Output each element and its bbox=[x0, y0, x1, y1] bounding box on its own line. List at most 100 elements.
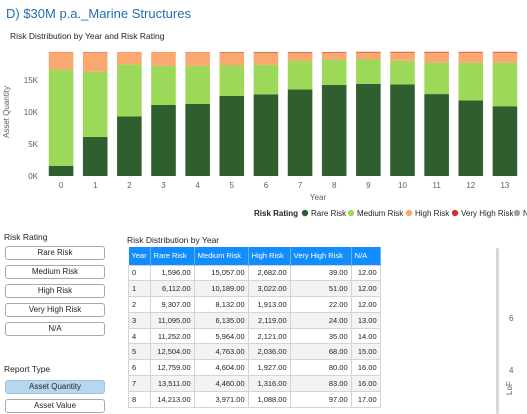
cell-na: 16.00 bbox=[350, 375, 381, 392]
bar-rare-risk-year-6 bbox=[253, 94, 279, 176]
bar-rare-risk-year-12 bbox=[458, 100, 484, 176]
cell-high-risk: 1,927.00 bbox=[247, 359, 291, 377]
table-row[interactable]: 8 14,213.00 3,971.00 1,088.00 97.00 17.00 bbox=[128, 390, 381, 408]
cell-medium-risk: 4,604.00 bbox=[193, 359, 249, 377]
bar-high-risk-year-12 bbox=[458, 52, 484, 63]
bar-rare-risk-year-1 bbox=[82, 136, 108, 176]
cell-year: 5 bbox=[128, 343, 151, 361]
bar-high-risk-year-3 bbox=[151, 52, 176, 66]
table-row[interactable]: 6 12,759.00 4,604.00 1,927.00 80.00 16.00 bbox=[128, 359, 381, 377]
cell-medium-risk: 3,971.00 bbox=[193, 390, 249, 408]
slicer-item-high-risk[interactable]: High Risk bbox=[5, 284, 105, 298]
table-row[interactable]: 7 13,511.00 4,460.00 1,316.00 83.00 16.00 bbox=[128, 375, 381, 392]
slicer-item-rare-risk[interactable]: Rare Risk bbox=[5, 246, 105, 260]
table-row[interactable]: 2 9,307.00 8,132.00 1,913.00 22.00 12.00 bbox=[128, 296, 381, 313]
cell-medium-risk: 4,460.00 bbox=[193, 375, 249, 392]
cell-na: 16.00 bbox=[350, 359, 381, 377]
cell-year: 0 bbox=[128, 264, 151, 282]
legend-item: Medium Risk bbox=[357, 209, 404, 218]
chart-title: Risk Distribution by Year and Risk Ratin… bbox=[10, 31, 165, 41]
x-tick-label: 13 bbox=[500, 181, 509, 190]
bar-rare-risk-year-4 bbox=[185, 103, 210, 176]
column-header-very-high-risk[interactable]: Very High Risk bbox=[290, 247, 352, 265]
bar-very-high-risk-year-7 bbox=[287, 52, 313, 53]
bar-medium-risk-year-12 bbox=[458, 62, 484, 101]
bar-very-high-risk-year-9 bbox=[356, 51, 381, 53]
legend-marker bbox=[405, 209, 413, 217]
table-body: 0 1,596.00 15,057.00 2,682.00 39.00 12.00 1 6,1… bbox=[128, 264, 381, 408]
column-header-medium-risk[interactable]: Medium Risk bbox=[194, 247, 249, 265]
report-type-asset-quantity[interactable]: Asset Quantity bbox=[5, 380, 105, 394]
table-row[interactable]: 1 6,112.00 10,189.00 3,022.00 51.00 12.00 bbox=[128, 280, 381, 298]
table-row[interactable]: 3 11,095.00 6,135.00 2,119.00 24.00 13.00 bbox=[128, 311, 381, 329]
cell-rare-risk: 12,504.00 bbox=[149, 343, 195, 361]
bar-rare-risk-year-9 bbox=[356, 83, 381, 176]
slicer-item-very-high-risk[interactable]: Very High Risk bbox=[5, 303, 105, 317]
slicer-item-medium-risk[interactable]: Medium Risk bbox=[5, 265, 105, 279]
bar-rare-risk-year-7 bbox=[287, 89, 313, 176]
report-type-asset-value[interactable]: Asset Value bbox=[5, 399, 105, 413]
bar-medium-risk-year-0 bbox=[48, 69, 74, 166]
cell-na: 12.00 bbox=[350, 264, 381, 282]
bar-high-risk-year-13 bbox=[492, 52, 518, 63]
x-tick-label: 6 bbox=[264, 181, 269, 190]
page-title: D) $30M p.a._Marine Structures bbox=[6, 6, 191, 21]
cell-na: 15.00 bbox=[350, 343, 381, 361]
legend-item: High Risk bbox=[415, 209, 450, 218]
bar-medium-risk-year-11 bbox=[424, 62, 449, 95]
table-row[interactable]: 0 1,596.00 15,057.00 2,682.00 39.00 12.00 bbox=[128, 264, 381, 282]
x-tick-label: 4 bbox=[195, 181, 200, 190]
cell-rare-risk: 13,511.00 bbox=[149, 375, 195, 392]
bar-high-risk-year-7 bbox=[287, 52, 313, 61]
slicer-item-na[interactable]: N/A bbox=[5, 322, 105, 336]
table-row[interactable]: 4 11,252.00 5,964.00 2,121.00 35.00 14.00 bbox=[128, 327, 381, 345]
column-header-high-risk[interactable]: High Risk bbox=[248, 247, 291, 265]
cell-na: 14.00 bbox=[350, 327, 381, 345]
cell-year: 4 bbox=[128, 327, 151, 345]
vertical-scrollbar[interactable] bbox=[496, 248, 499, 414]
legend-marker bbox=[513, 209, 521, 217]
bar-medium-risk-year-13 bbox=[492, 62, 518, 107]
bar-medium-risk-year-3 bbox=[151, 65, 176, 105]
bar-high-risk-year-8 bbox=[321, 52, 347, 60]
cell-rare-risk: 12,759.00 bbox=[149, 359, 195, 377]
bar-very-high-risk-year-12 bbox=[458, 51, 484, 53]
bar-very-high-risk-year-6 bbox=[253, 52, 279, 53]
cell-medium-risk: 6,135.00 bbox=[193, 311, 249, 329]
cell-very-high-risk: 68.00 bbox=[289, 343, 352, 361]
cell-very-high-risk: 80.00 bbox=[289, 359, 352, 377]
cell-year: 3 bbox=[128, 311, 151, 329]
bar-very-high-risk-year-11 bbox=[424, 51, 449, 53]
cell-year: 7 bbox=[128, 375, 151, 392]
cell-rare-risk: 9,307.00 bbox=[149, 296, 195, 313]
bar-high-risk-year-11 bbox=[424, 52, 449, 63]
column-header-year[interactable]: Year bbox=[128, 247, 151, 265]
bar-high-risk-year-5 bbox=[219, 52, 245, 66]
cell-na: 12.00 bbox=[350, 280, 381, 298]
bar-rare-risk-year-5 bbox=[219, 95, 245, 176]
x-tick-label: 0 bbox=[59, 181, 64, 190]
x-tick-label: 5 bbox=[230, 181, 235, 190]
right-axis-label: LoF bbox=[505, 381, 514, 395]
bar-rare-risk-year-10 bbox=[390, 84, 415, 176]
cell-high-risk: 1,088.00 bbox=[247, 390, 291, 408]
bar-medium-risk-year-1 bbox=[82, 71, 108, 137]
cell-very-high-risk: 51.00 bbox=[289, 280, 352, 298]
cell-na: 17.00 bbox=[350, 390, 381, 408]
bar-rare-risk-year-0 bbox=[48, 165, 74, 176]
table-row[interactable]: 5 12,504.00 4,763.00 2,036.00 68.00 15.00 bbox=[128, 343, 381, 361]
y-tick-label: 10K bbox=[24, 108, 39, 117]
cell-high-risk: 2,682.00 bbox=[247, 264, 291, 282]
bar-medium-risk-year-4 bbox=[185, 65, 210, 104]
cell-very-high-risk: 35.00 bbox=[289, 327, 352, 345]
bar-rare-risk-year-3 bbox=[151, 104, 176, 176]
column-header-rare-risk[interactable]: Rare Risk bbox=[150, 247, 195, 265]
cell-very-high-risk: 97.00 bbox=[289, 390, 352, 408]
cell-high-risk: 1,316.00 bbox=[247, 375, 291, 392]
column-header-na[interactable]: N/A bbox=[351, 247, 381, 265]
bar-medium-risk-year-10 bbox=[390, 60, 415, 85]
cell-na: 12.00 bbox=[350, 296, 381, 313]
risk-distribution-table: Year Rare Risk Medium Risk High Risk Ver… bbox=[128, 247, 381, 408]
legend-marker bbox=[301, 209, 309, 217]
